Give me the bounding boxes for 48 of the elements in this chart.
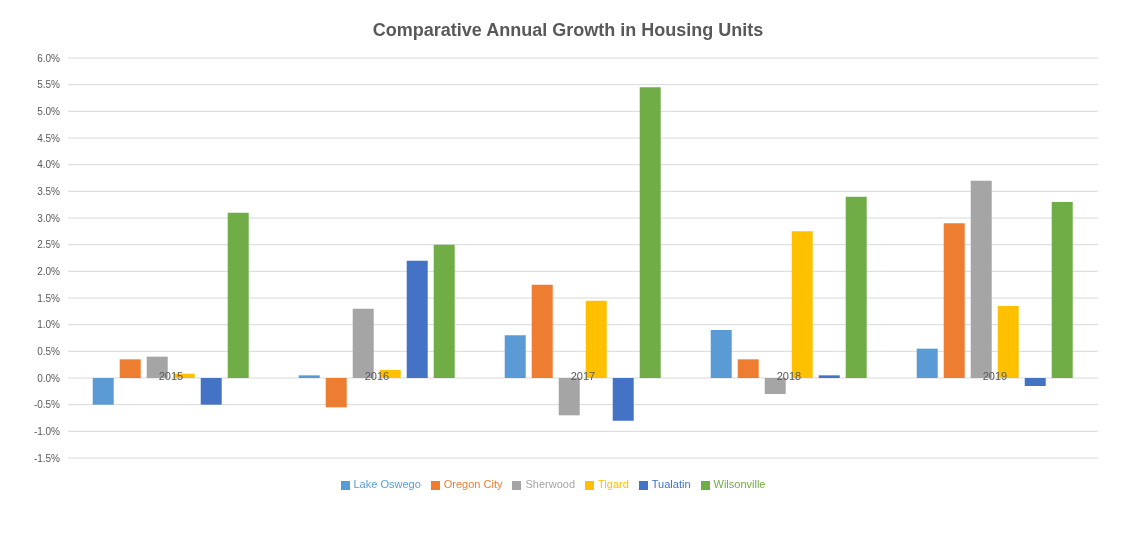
y-tick-label: 4.5%: [37, 132, 61, 144]
bar: [845, 196, 867, 378]
x-tick-label: 2018: [776, 370, 802, 382]
bar: [818, 375, 840, 378]
bar: [298, 375, 320, 378]
bar: [433, 244, 455, 378]
y-tick-label: 3.0%: [37, 212, 61, 224]
bar: [710, 330, 732, 378]
bar: [119, 359, 141, 378]
y-tick-label: 2.0%: [37, 265, 61, 277]
legend-label: Sherwood: [525, 478, 576, 490]
bar: [916, 348, 938, 378]
chart-title: Comparative Annual Growth in Housing Units: [371, 19, 765, 42]
y-tick-label: 6.0%: [37, 52, 61, 64]
x-tick-label: 2015: [158, 370, 184, 382]
y-tick-label: 1.0%: [37, 319, 61, 331]
legend-label: Wilsonville: [713, 478, 766, 490]
bar: [639, 87, 661, 378]
y-tick-label: 4.0%: [37, 159, 61, 171]
legend-label: Oregon City: [443, 478, 503, 490]
bar: [227, 212, 249, 378]
y-tick-label: 0.5%: [37, 345, 61, 357]
bar: [406, 260, 428, 378]
bar: [1051, 202, 1073, 378]
y-tick-label: 0.0%: [37, 372, 61, 384]
bar: [558, 378, 580, 416]
bar: [612, 378, 634, 421]
bar: [737, 359, 759, 378]
y-tick-label: 3.5%: [37, 185, 61, 197]
y-tick-label: -1.5%: [33, 452, 61, 464]
bar: [325, 378, 347, 408]
bar: [943, 223, 965, 378]
y-tick-label: 2.5%: [37, 239, 61, 251]
x-tick-label: 2017: [570, 370, 596, 382]
bar: [504, 335, 526, 378]
legend-label: Lake Oswego: [353, 478, 421, 490]
y-tick-label: 1.5%: [37, 292, 61, 304]
bar: [200, 378, 222, 405]
bar: [531, 284, 553, 378]
bar: [92, 378, 114, 405]
y-tick-label: 5.5%: [37, 79, 61, 91]
y-tick-label: 5.0%: [37, 105, 61, 117]
legend-label: Tigard: [598, 478, 629, 490]
legend-label: Tualatin: [651, 478, 691, 490]
y-tick-label: -1.0%: [33, 425, 61, 437]
bar: [764, 378, 786, 394]
bar: [1024, 378, 1046, 386]
y-tick-label: -0.5%: [33, 399, 61, 411]
